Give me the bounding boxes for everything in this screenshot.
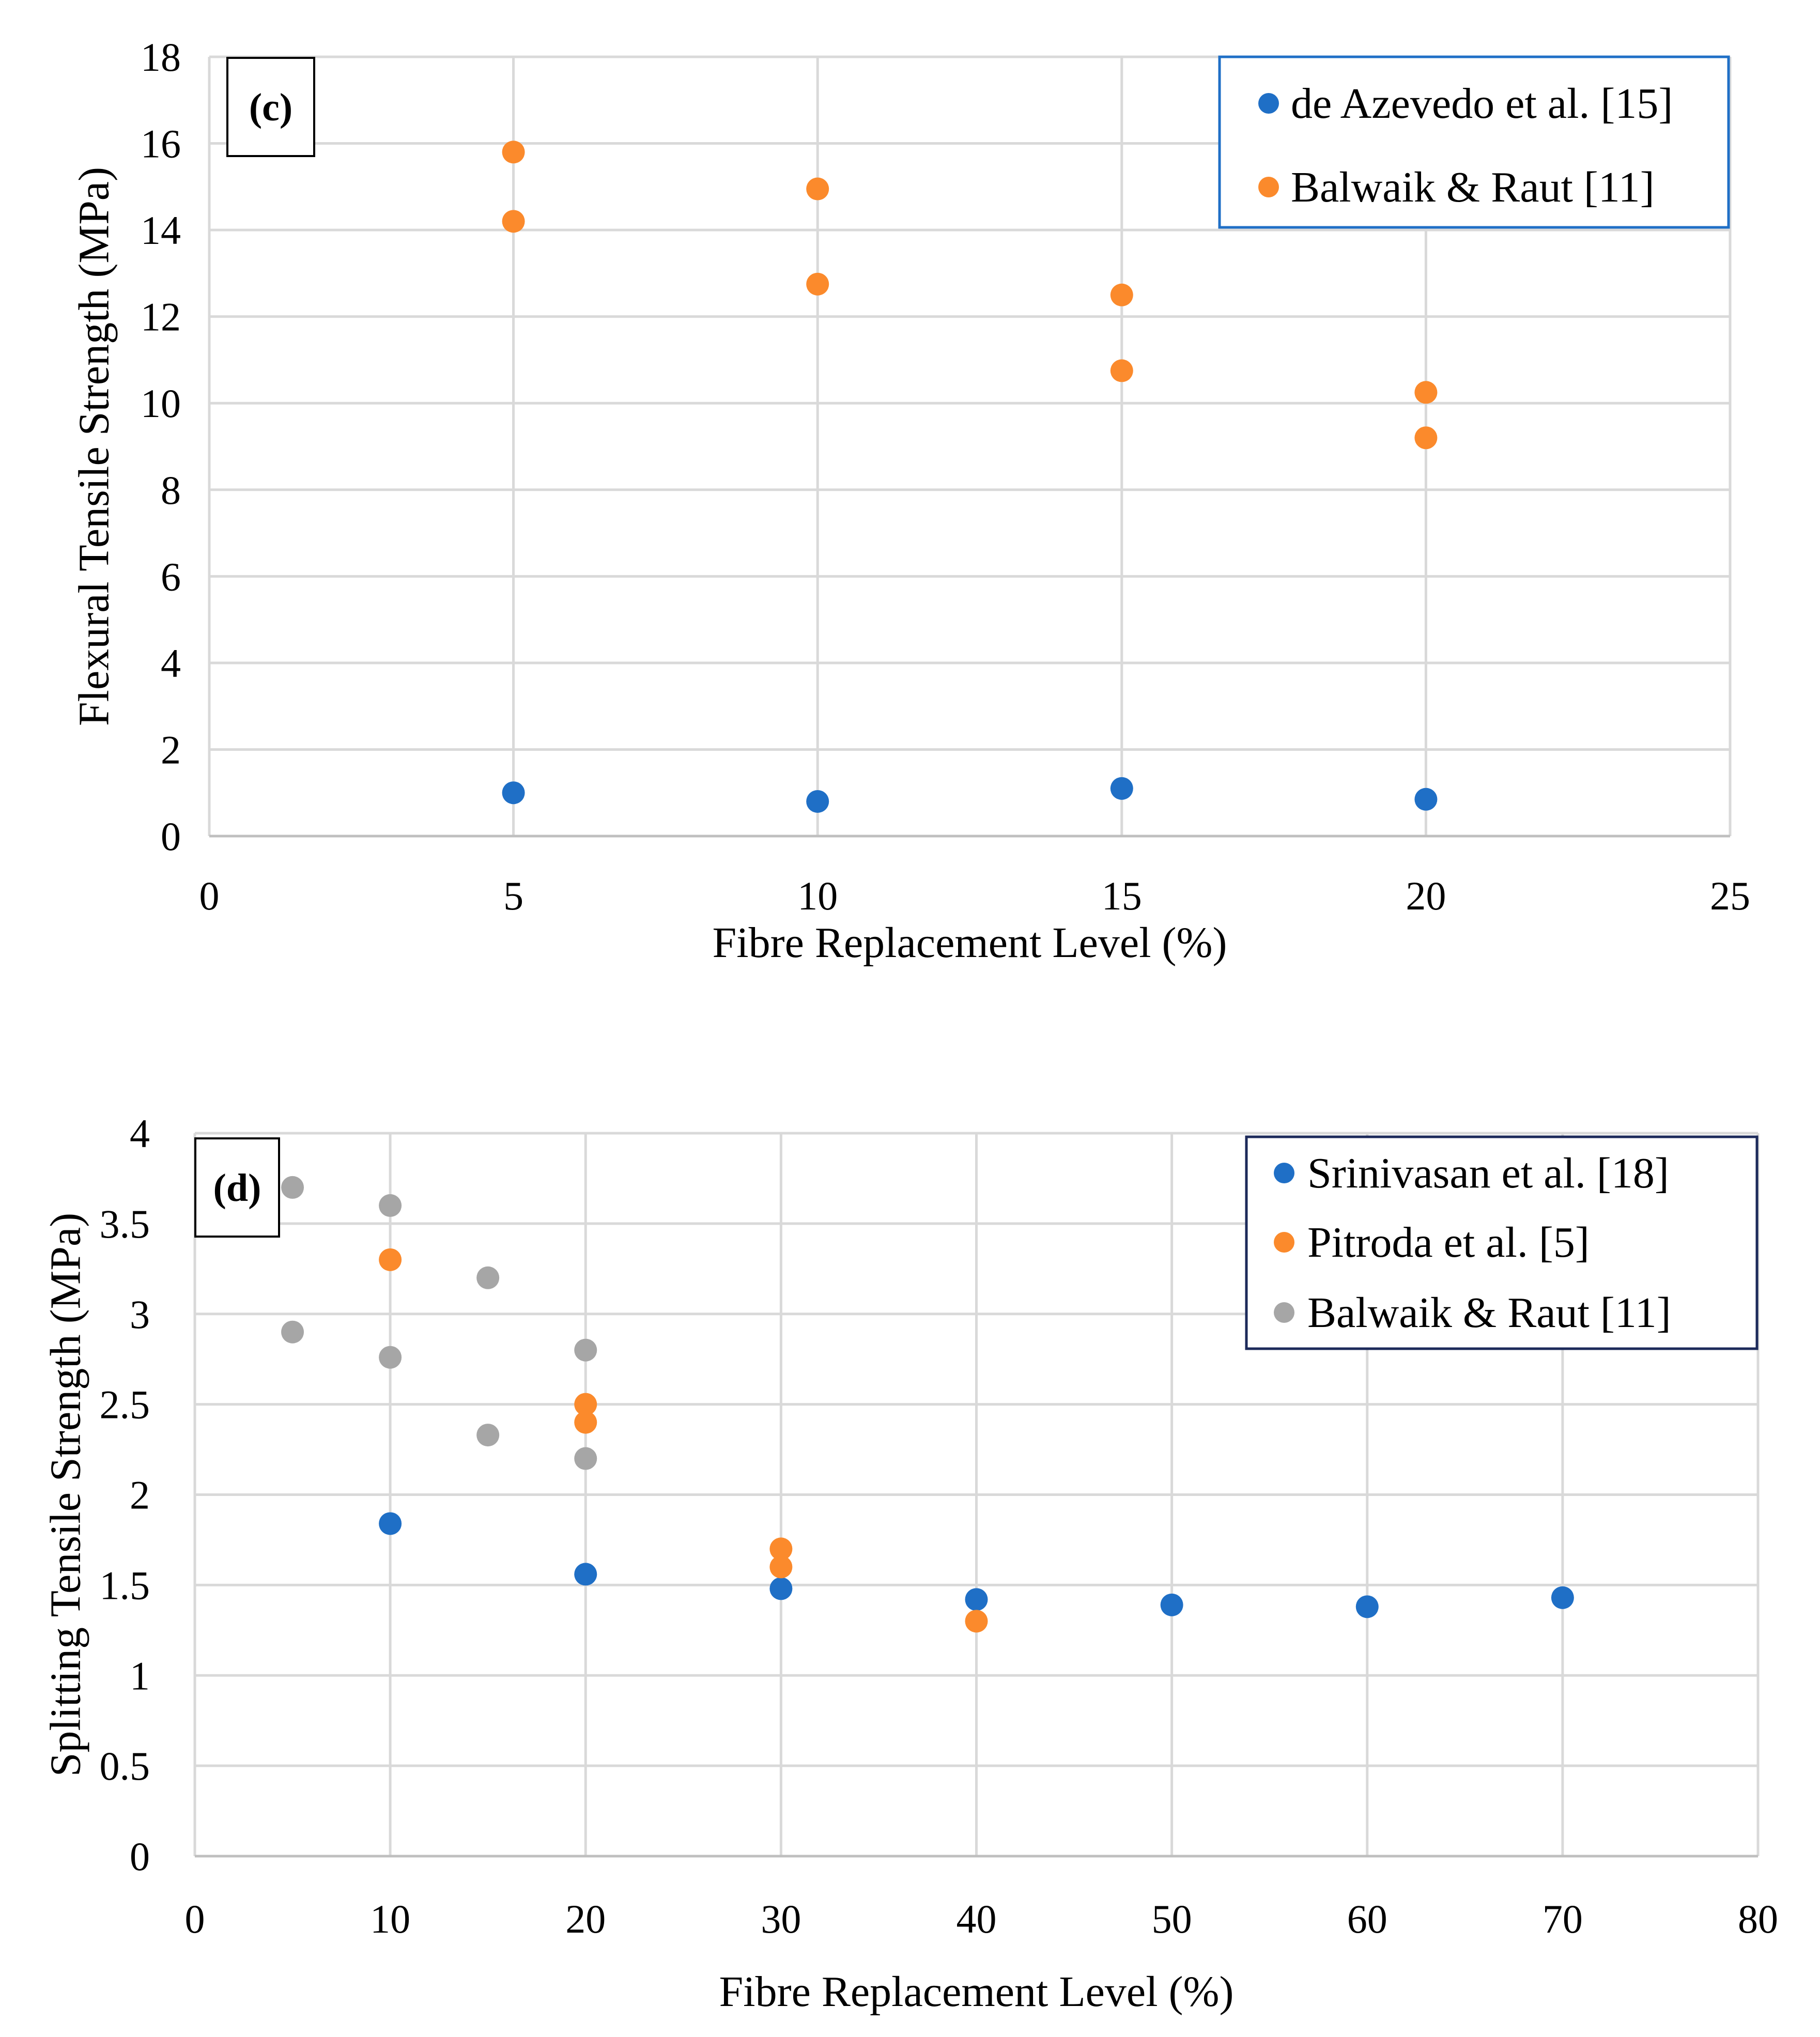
y-tick-label-8: 8 [161,468,181,513]
axes [193,1133,1758,1858]
legend-marker-balwaik-raut [1274,1302,1294,1323]
point-de-azevedo-et-al-15-0 [502,781,525,805]
point-srinivasan-et-al-18-6 [1551,1586,1574,1609]
panel-label: (c) [249,86,292,129]
y-tick-label-1-5: 1.5 [100,1563,150,1608]
axes [208,57,1730,838]
x-tick-labels: 0 10 20 30 40 50 60 70 80 [185,1896,1779,1941]
x-tick-label-5: 5 [503,873,523,918]
data-points [281,1176,1574,1633]
y-tick-label-3-5: 3.5 [100,1201,150,1246]
chart-c-flexural: 0 5 10 15 20 25 0 2 4 6 8 10 12 14 16 18 Fibre Replace… [70,35,1750,967]
panel-label: (d) [213,1166,261,1210]
x-tick-label-10: 10 [370,1896,410,1941]
y-tick-labels: 0 2 4 6 8 10 12 14 16 18 [141,35,181,859]
legend-label-balwaik-raut: Balwaik & Raut [11] [1307,1289,1671,1337]
point-balwaik-raut-11-2 [379,1194,402,1217]
point-srinivasan-et-al-18-2 [769,1577,793,1600]
x-tick-label-40: 40 [957,1896,997,1941]
y-tick-label-18: 18 [141,35,181,80]
y-tick-label-16: 16 [141,121,181,166]
point-balwaik-raut-11-5 [1110,359,1133,382]
x-tick-label-50: 50 [1152,1896,1192,1941]
point-de-azevedo-et-al-15-3 [1414,788,1438,811]
point-balwaik-raut-11-2 [806,177,829,200]
y-tick-label-4: 4 [130,1111,150,1156]
legend-label-pitroda: Pitroda et al. [5] [1307,1218,1590,1267]
x-tick-labels: 0 5 10 15 20 25 [199,873,1751,918]
point-balwaik-raut-11-6 [574,1338,597,1362]
legend-marker-srinivasan [1274,1163,1294,1183]
point-pitroda-et-al-5-3 [769,1537,793,1561]
y-tick-labels: 0 0.5 1 1.5 2 2.5 3 3.5 4 [100,1111,150,1879]
point-balwaik-raut-11-5 [476,1424,500,1447]
x-tick-label-25: 25 [1710,873,1750,918]
point-pitroda-et-al-5-1 [574,1393,597,1416]
point-srinivasan-et-al-18-0 [379,1512,402,1535]
x-tick-label-20: 20 [565,1896,606,1941]
legend-marker-balwaik-raut [1258,177,1279,197]
panel-label-box: (d) [194,1137,280,1238]
y-axis-title: Splitting Tensile Strength (MPa) [41,1213,89,1777]
point-pitroda-et-al-5-4 [769,1555,793,1579]
point-pitroda-et-al-5-5 [965,1610,988,1633]
y-tick-label-2: 2 [130,1473,150,1518]
y-tick-label-0-5: 0.5 [100,1743,150,1788]
x-tick-label-60: 60 [1347,1896,1387,1941]
legend-label-srinivasan: Srinivasan et al. [18] [1307,1149,1669,1197]
data-points [502,141,1438,813]
x-tick-label-30: 30 [761,1896,801,1941]
point-balwaik-raut-11-0 [502,141,525,164]
y-tick-label-0: 0 [161,814,181,859]
y-tick-label-14: 14 [141,208,181,253]
point-balwaik-raut-11-3 [806,272,829,296]
point-de-azevedo-et-al-15-2 [1110,777,1133,800]
point-balwaik-raut-11-1 [281,1320,304,1344]
legend-marker-de-azevedo [1258,93,1279,114]
y-tick-label-0: 0 [130,1834,150,1879]
point-srinivasan-et-al-18-1 [574,1563,597,1586]
point-balwaik-raut-11-7 [1414,426,1438,450]
point-balwaik-raut-11-1 [502,210,525,233]
x-tick-label-0: 0 [185,1896,205,1941]
x-tick-label-10: 10 [797,873,838,918]
legend-label-de-azevedo: de Azevedo et al. [15] [1291,80,1673,128]
y-tick-label-2-5: 2.5 [100,1382,150,1427]
x-tick-label-15: 15 [1102,873,1142,918]
x-tick-label-0: 0 [199,873,220,918]
panel-label-box: (c) [226,57,315,157]
y-tick-label-2: 2 [161,727,181,772]
y-tick-label-3: 3 [130,1292,150,1337]
legend-marker-pitroda [1274,1232,1294,1253]
x-tick-label-20: 20 [1406,873,1446,918]
x-axis-title: Fibre Replacement Level (%) [713,919,1227,967]
y-axis-title: Flexural Tensile Strength (MPa) [70,167,118,726]
chart-d-splitting: 0 10 20 30 40 50 60 70 80 0 0.5 1 1.5 2 2.5 3 3.5 4 Fibr… [41,1111,1778,2016]
point-balwaik-raut-11-7 [574,1447,597,1470]
point-balwaik-raut-11-3 [379,1346,402,1369]
point-balwaik-raut-11-4 [1110,283,1133,306]
y-tick-label-6: 6 [161,554,181,599]
y-tick-label-1: 1 [130,1653,150,1698]
legend: de Azevedo et al. [15] Balwaik & Raut [1… [1218,55,1730,229]
y-tick-label-4: 4 [161,641,181,686]
x-axis-title: Fibre Replacement Level (%) [719,1968,1234,2016]
point-srinivasan-et-al-18-3 [965,1588,988,1611]
legend-label-balwaik-raut: Balwaik & Raut [11] [1291,163,1655,211]
x-tick-label-80: 80 [1738,1896,1778,1941]
point-de-azevedo-et-al-15-1 [806,790,829,813]
point-srinivasan-et-al-18-4 [1160,1593,1183,1616]
point-srinivasan-et-al-18-5 [1355,1595,1379,1618]
point-balwaik-raut-11-4 [476,1266,500,1289]
x-tick-label-70: 70 [1543,1896,1583,1941]
point-balwaik-raut-11-0 [281,1176,304,1199]
y-tick-label-10: 10 [141,381,181,426]
point-pitroda-et-al-5-0 [379,1248,402,1271]
point-balwaik-raut-11-6 [1414,381,1438,404]
point-pitroda-et-al-5-2 [574,1411,597,1434]
legend: Srinivasan et al. [18] Pitroda et al. [5… [1245,1135,1759,1350]
y-tick-label-12: 12 [141,295,181,340]
